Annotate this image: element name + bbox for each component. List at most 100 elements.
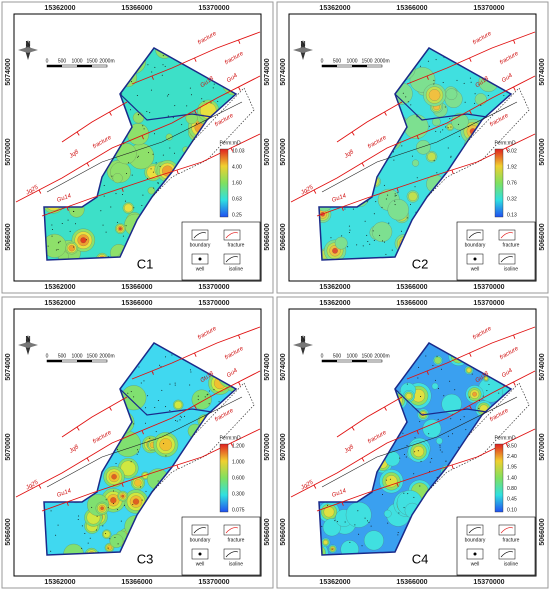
well-point xyxy=(117,448,119,450)
legend-symbol xyxy=(498,548,516,560)
well-point xyxy=(51,229,53,231)
well-point xyxy=(173,152,175,154)
well-point xyxy=(465,429,467,431)
fracture-tick xyxy=(513,381,516,386)
legend-symbol xyxy=(468,527,482,534)
perm-contour xyxy=(428,89,441,101)
well-point xyxy=(429,461,431,463)
well-point xyxy=(366,201,368,203)
scale-label: 0 xyxy=(46,58,49,64)
well-point xyxy=(96,529,98,531)
fracture-tick xyxy=(313,189,317,194)
well-point xyxy=(112,490,114,492)
y-tick-label: 5074000 xyxy=(264,58,271,85)
scale-label: 2000m xyxy=(99,353,114,359)
x-tick-label: 15366000 xyxy=(121,284,152,291)
well-point xyxy=(381,240,383,242)
well-point xyxy=(370,525,372,527)
well-point xyxy=(414,451,416,453)
fracture-tick xyxy=(176,169,179,174)
well-point xyxy=(373,213,375,215)
well-point xyxy=(488,384,490,386)
legend-symbol xyxy=(225,527,239,534)
well-point xyxy=(341,235,343,237)
scale-label: 0 xyxy=(46,353,49,359)
y-tick-label: 5074000 xyxy=(5,58,12,85)
well-point xyxy=(157,400,159,402)
y-tick-label: 5070000 xyxy=(539,433,546,460)
panel-label: C4 xyxy=(412,551,429,566)
scale-bar xyxy=(47,360,62,362)
well-point xyxy=(440,368,442,370)
scale-label: 1000 xyxy=(71,58,82,64)
well-point xyxy=(398,512,400,514)
well-point xyxy=(138,451,140,453)
well-point xyxy=(159,364,161,366)
well-point xyxy=(405,96,407,98)
fracture-tick xyxy=(230,442,234,447)
well-point xyxy=(400,230,402,232)
fracture-tick xyxy=(238,381,241,386)
well-point xyxy=(218,401,220,403)
well-point xyxy=(103,195,105,197)
well-point xyxy=(165,455,167,457)
perm-contour xyxy=(408,191,418,202)
well-point xyxy=(452,433,454,435)
well-point xyxy=(189,384,191,386)
y-tick-label: 5070000 xyxy=(280,138,287,165)
well-point xyxy=(383,184,385,186)
fracture-tick xyxy=(109,406,112,411)
legend-label: well xyxy=(471,561,480,567)
x-tick-label: 15362000 xyxy=(44,579,75,586)
well-point xyxy=(464,101,466,103)
well-point xyxy=(419,485,421,487)
well-point xyxy=(84,533,86,535)
x-tick-label: 15366000 xyxy=(121,5,152,12)
colorbar-label: 0.300 xyxy=(232,491,245,497)
well-point xyxy=(100,210,102,212)
well-point xyxy=(433,83,435,85)
well-point xyxy=(439,131,441,133)
well-point xyxy=(109,538,111,540)
fracture-tick xyxy=(361,457,365,462)
well-point xyxy=(55,534,57,536)
well-point xyxy=(162,55,164,57)
well-point xyxy=(142,194,144,196)
well-point xyxy=(151,71,153,73)
well-point xyxy=(51,224,53,226)
well-point xyxy=(212,87,214,89)
fracture-tick xyxy=(194,405,197,410)
well-point xyxy=(471,373,473,375)
well-point xyxy=(450,155,452,157)
north-label: N xyxy=(25,336,30,343)
perm-contour xyxy=(68,244,75,252)
well-point xyxy=(474,102,476,104)
well-point xyxy=(354,524,356,526)
well-point xyxy=(503,95,505,97)
well-point xyxy=(197,395,199,397)
well-point xyxy=(402,92,404,94)
well-point xyxy=(137,114,139,116)
perm-contour xyxy=(405,393,412,400)
y-tick-label: 5070000 xyxy=(280,433,287,460)
well-point xyxy=(368,521,370,523)
colorbar-label: 2.40 xyxy=(507,454,517,460)
well-point xyxy=(437,418,439,420)
well-point xyxy=(394,200,396,202)
x-tick-label: 15362000 xyxy=(319,284,350,291)
well-point xyxy=(143,128,145,130)
legend-symbol xyxy=(500,551,514,558)
well-point xyxy=(125,172,127,174)
fault-label: Gu14 xyxy=(56,193,72,204)
perm-contour xyxy=(107,545,112,551)
fracture-tick xyxy=(121,187,124,192)
well-point xyxy=(419,65,421,67)
legend-label: well xyxy=(196,266,205,272)
well-point xyxy=(347,246,349,248)
y-tick-label: 5066000 xyxy=(5,518,12,545)
well-point xyxy=(362,245,364,247)
north-label: N xyxy=(25,41,30,48)
fracture-tick xyxy=(238,334,241,339)
well-point xyxy=(87,542,89,544)
y-tick-label: 5066000 xyxy=(280,518,287,545)
